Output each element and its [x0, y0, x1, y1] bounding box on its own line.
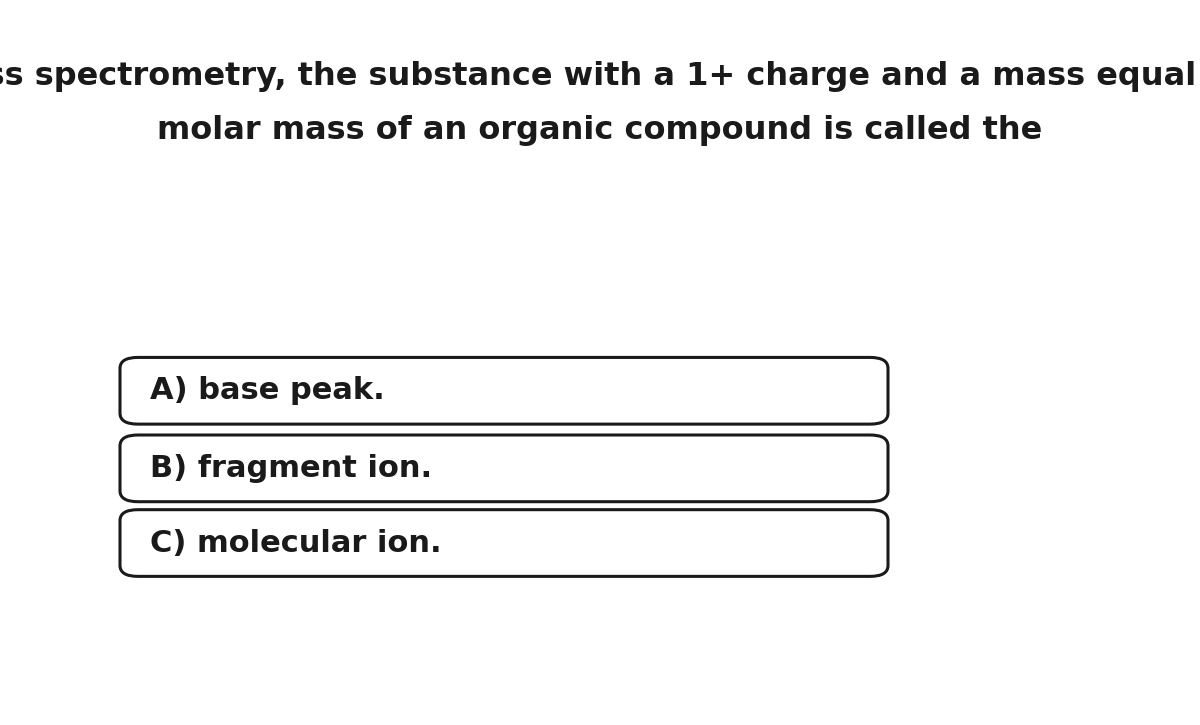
- FancyBboxPatch shape: [120, 357, 888, 424]
- FancyBboxPatch shape: [120, 510, 888, 576]
- Text: In mass spectrometry, the substance with a 1+ charge and a mass equal to the: In mass spectrometry, the substance with…: [0, 61, 1200, 91]
- Text: molar mass of an organic compound is called the: molar mass of an organic compound is cal…: [157, 115, 1043, 146]
- Text: B) fragment ion.: B) fragment ion.: [150, 454, 432, 483]
- Text: C) molecular ion.: C) molecular ion.: [150, 529, 442, 558]
- FancyBboxPatch shape: [120, 435, 888, 502]
- Text: A) base peak.: A) base peak.: [150, 376, 385, 405]
